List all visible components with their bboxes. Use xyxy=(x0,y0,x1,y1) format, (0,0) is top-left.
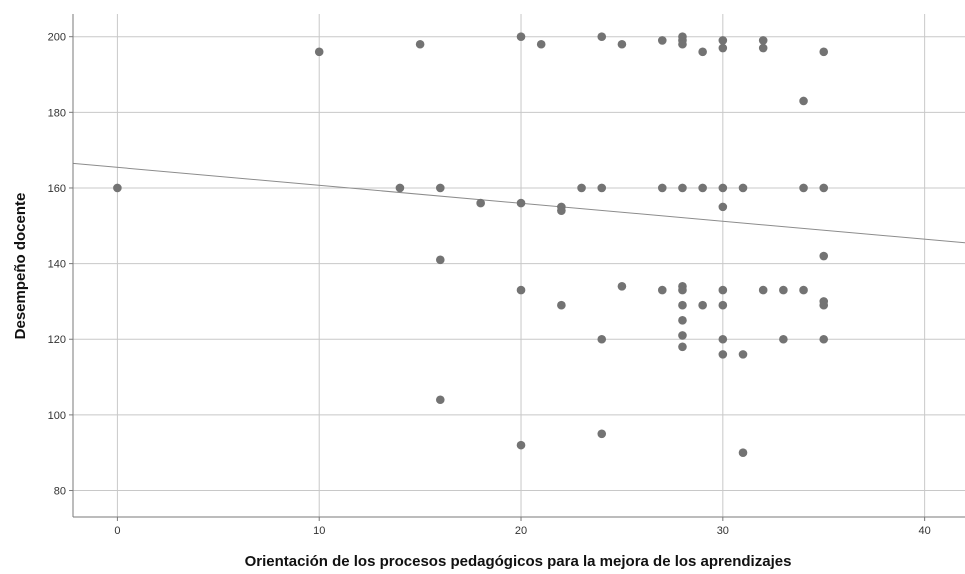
data-point xyxy=(799,285,808,295)
data-point xyxy=(799,96,808,106)
data-point xyxy=(557,300,566,310)
data-point xyxy=(657,285,667,295)
data-point xyxy=(597,32,607,41)
data-point xyxy=(738,350,748,359)
data-point xyxy=(617,282,627,291)
data-point xyxy=(597,183,607,193)
data-point xyxy=(597,429,607,439)
data-point xyxy=(819,47,829,57)
data-point xyxy=(516,285,526,295)
data-point xyxy=(657,183,667,193)
y-tick-label: 140 xyxy=(48,259,66,271)
data-point xyxy=(678,39,687,49)
x-tick-label: 10 xyxy=(313,525,325,537)
data-point xyxy=(779,334,788,344)
data-point xyxy=(819,334,829,344)
y-tick-label: 160 xyxy=(48,183,66,195)
y-tick-label: 120 xyxy=(48,334,66,346)
data-point xyxy=(718,350,728,359)
grid-lines xyxy=(73,14,965,517)
data-point xyxy=(698,47,707,57)
data-point xyxy=(718,300,728,310)
data-point xyxy=(738,183,748,193)
data-point xyxy=(758,285,768,295)
data-point xyxy=(698,183,707,193)
data-point xyxy=(113,183,122,193)
data-point xyxy=(698,300,707,310)
data-point xyxy=(617,39,627,49)
data-point xyxy=(657,36,667,45)
axes xyxy=(69,14,965,521)
data-point xyxy=(718,43,728,53)
data-point xyxy=(435,255,445,265)
y-tick-label: 80 xyxy=(54,486,66,498)
data-point xyxy=(678,300,687,310)
data-point xyxy=(435,183,445,193)
y-axis-title: Desempeño docente xyxy=(12,193,29,340)
x-tick-label: 0 xyxy=(114,525,120,537)
data-point xyxy=(395,183,405,193)
data-point xyxy=(476,198,485,208)
data-point xyxy=(577,183,586,193)
data-point xyxy=(718,183,728,193)
y-tick-label: 100 xyxy=(48,410,66,422)
data-point xyxy=(718,36,728,45)
x-axis-title: Orientación de los procesos pedagógicos … xyxy=(245,553,792,570)
y-tick-label: 200 xyxy=(48,32,66,44)
data-point xyxy=(718,334,728,344)
data-point xyxy=(516,440,526,450)
data-point xyxy=(799,183,808,193)
data-point xyxy=(516,198,526,208)
y-tick-label: 180 xyxy=(48,107,66,119)
data-point xyxy=(597,334,607,344)
data-point xyxy=(819,183,829,193)
data-point xyxy=(678,285,687,295)
data-point xyxy=(557,206,566,215)
data-point xyxy=(678,342,687,352)
data-point xyxy=(758,36,768,45)
x-tick-label: 30 xyxy=(717,525,729,537)
data-point xyxy=(758,43,768,53)
data-point xyxy=(738,448,748,458)
data-points xyxy=(113,32,829,458)
data-point xyxy=(415,39,425,49)
data-point xyxy=(718,285,728,295)
data-point xyxy=(678,331,687,340)
data-point xyxy=(536,39,546,49)
x-tick-label: 40 xyxy=(919,525,931,537)
data-point xyxy=(314,47,324,57)
data-point xyxy=(516,32,526,41)
data-point xyxy=(779,285,788,295)
x-tick-label: 20 xyxy=(515,525,527,537)
data-point xyxy=(819,251,829,261)
tick-labels: 80 100 120 140 160 180 200 0 10 20 30 40 xyxy=(48,32,931,537)
data-point xyxy=(718,202,728,212)
data-point xyxy=(678,183,687,193)
data-point xyxy=(435,395,445,405)
data-point xyxy=(678,316,687,325)
data-point xyxy=(819,300,829,310)
